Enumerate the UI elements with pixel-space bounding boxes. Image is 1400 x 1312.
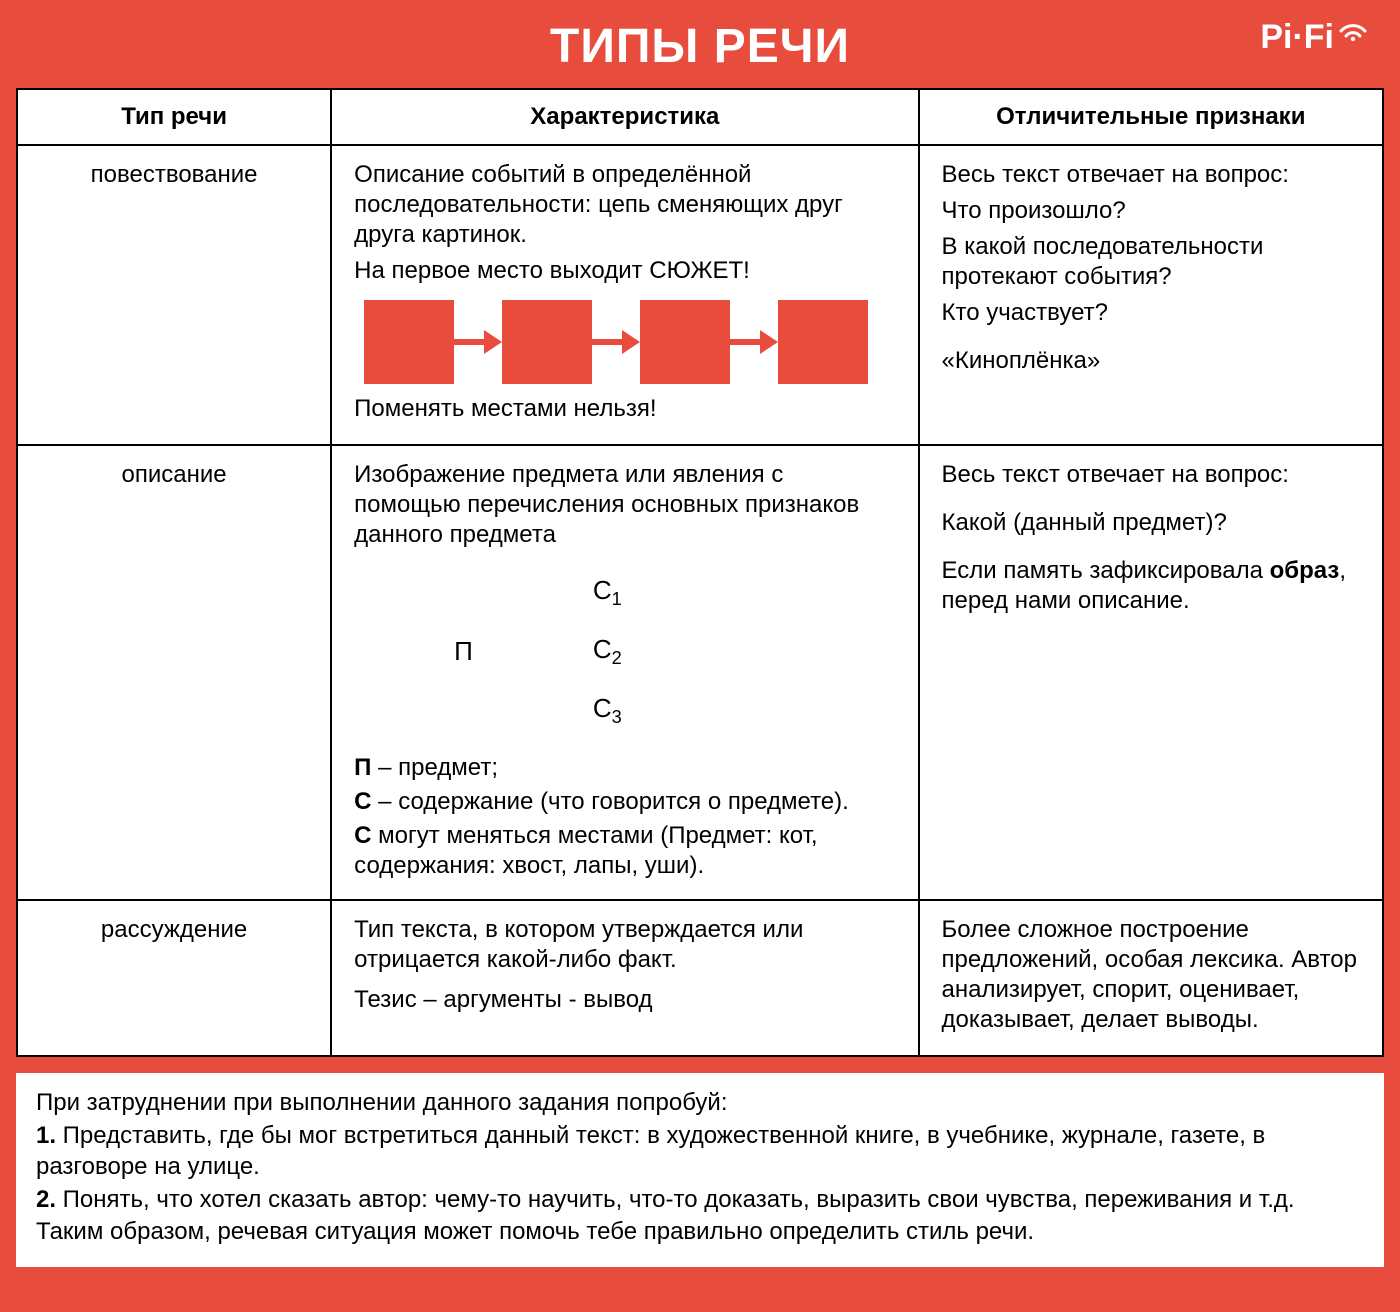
char-cell: Описание событий в определённой последов… [331,145,918,445]
type-cell: описание [17,445,331,900]
char-text: Тезис – аргументы - вывод [354,985,895,1015]
pc-diagram: П С1 С2 С3 [454,574,895,729]
speech-types-table: Тип речи Характеристика Отличительные пр… [16,88,1384,1057]
char-cell: Изображение предмета или явления с помощ… [331,445,918,900]
char-text: Поменять местами нельзя! [354,394,895,424]
feat-text: Если память зафиксировала образ, перед н… [942,556,1360,616]
col-header-feat: Отличительные признаки [919,89,1383,145]
flow-square-icon [640,300,730,384]
feat-cell: Более сложное построение предложений, ос… [919,900,1383,1056]
feat-cell: Весь текст отвечает на вопрос: Что произ… [919,145,1383,445]
table-row: повествование Описание событий в определ… [17,145,1383,445]
feat-text: Более сложное построение предложений, ос… [942,915,1360,1035]
c-symbol: С3 [593,692,622,729]
legend-line: С – содержание (что говорится о предмете… [354,787,895,817]
type-cell: рассуждение [17,900,331,1056]
c-symbol: С1 [593,574,622,611]
char-text: Изображение предмета или явления с помощ… [354,460,895,550]
c-symbols: С1 С2 С3 [593,574,622,729]
feat-text: В какой последовательности протекают соб… [942,232,1360,292]
table-row: рассуждение Тип текста, в котором утверж… [17,900,1383,1056]
feat-text: Весь текст отвечает на вопрос: [942,460,1360,490]
col-header-type: Тип речи [17,89,331,145]
type-cell: повествование [17,145,331,445]
legend-line: С могут меняться местами (Предмет: кот, … [354,821,895,881]
char-text: Описание событий в определённой последов… [354,160,895,250]
col-header-char: Характеристика [331,89,918,145]
header: ТИПЫ РЕЧИ Pi·Fi [12,12,1388,80]
wifi-icon [1338,11,1368,50]
footer-intro: При затруднении при выполнении данного з… [36,1087,1364,1118]
char-cell: Тип текста, в котором утверждается или о… [331,900,918,1056]
footer-tip: 1. Представить, где бы мог встретиться д… [36,1120,1364,1182]
logo-text: Pi·Fi [1260,18,1334,57]
page-title: ТИПЫ РЕЧИ [550,19,850,74]
feat-text: «Киноплёнка» [942,346,1360,376]
table-header-row: Тип речи Характеристика Отличительные пр… [17,89,1383,145]
p-symbol: П [454,635,473,668]
c-symbol: С2 [593,633,622,670]
flow-square-icon [502,300,592,384]
footer-tip: 2. Понять, что хотел сказать автор: чему… [36,1184,1364,1246]
table-row: описание Изображение предмета или явлени… [17,445,1383,900]
feat-text: Весь текст отвечает на вопрос: [942,160,1360,190]
brand-logo: Pi·Fi [1260,18,1368,57]
char-text: Тип текста, в котором утверждается или о… [354,915,895,975]
legend: П – предмет; С – содержание (что говорит… [354,753,895,881]
feat-text: Кто участвует? [942,298,1360,328]
feat-text: Какой (данный предмет)? [942,508,1360,538]
sequence-diagram [364,300,895,384]
legend-line: П – предмет; [354,753,895,783]
flow-square-icon [778,300,868,384]
feat-cell: Весь текст отвечает на вопрос: Какой (да… [919,445,1383,900]
footer-tips: При затруднении при выполнении данного з… [16,1073,1384,1267]
flow-square-icon [364,300,454,384]
main-table-card: Тип речи Характеристика Отличительные пр… [16,88,1384,1057]
feat-text: Что произошло? [942,196,1360,226]
char-text: На первое место выходит СЮЖЕТ! [354,256,895,286]
